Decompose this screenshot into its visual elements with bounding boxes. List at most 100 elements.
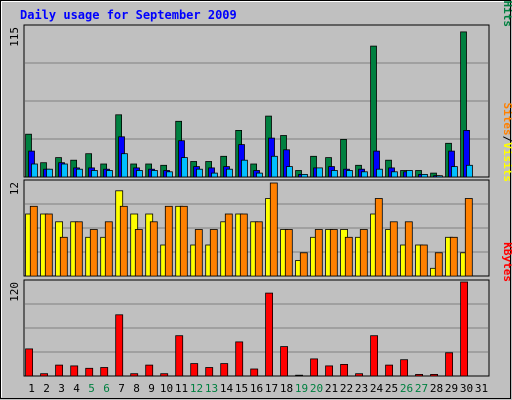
panel-middle: 12 Sites/Visits — [8, 103, 512, 277]
x-tick-label-day-9: 9 — [148, 382, 155, 395]
panel-bottom-ymax-label: 120 — [8, 282, 21, 302]
bar-pages-day-19 — [301, 173, 308, 178]
bar-kbytes-day-2 — [40, 373, 48, 377]
legend-entry: / — [501, 0, 512, 1]
bar-kbytes-day-8 — [130, 373, 139, 377]
x-tick-label-day-5: 5 — [88, 382, 95, 395]
x-tick-label-day-30: 30 — [460, 382, 473, 395]
bar-kbytes-day-9 — [145, 364, 154, 377]
bar-kbytes-day-17 — [265, 292, 274, 377]
bar-kbytes-day-5 — [85, 367, 94, 377]
x-axis-labels: 1 2 3 4 5 6 7 8 9 10 11 12 13 14 15 16 17 18 19 20 21 22 23 24 2… — [28, 382, 488, 395]
x-tick-label-day-16: 16 — [250, 382, 263, 395]
bar-pages-day-2 — [46, 168, 53, 178]
bar-pages-day-13 — [211, 172, 218, 178]
bar-kbytes-day-30 — [460, 281, 469, 377]
bar-kbytes-day-23 — [355, 373, 364, 377]
panel-middle-ymax-label: 12 — [8, 182, 21, 195]
bar-sites-day-9 — [149, 221, 158, 277]
bar-kbytes-day-24 — [370, 335, 379, 377]
bar-sites-day-13 — [209, 229, 218, 277]
x-tick-label-day-31: 31 — [475, 382, 488, 395]
x-tick-label-day-20: 20 — [310, 382, 323, 395]
bar-pages-day-23 — [361, 171, 368, 178]
bar-sites-day-20 — [314, 229, 323, 277]
bar-sites-day-23 — [359, 229, 368, 277]
x-tick-label-day-28: 28 — [430, 382, 443, 395]
bar-kbytes-day-20 — [310, 358, 319, 377]
legend-entry: / — [501, 136, 512, 143]
bar-sites-day-1 — [29, 205, 38, 277]
bar-kbytes-day-22 — [340, 363, 349, 377]
bar-kbytes-day-18 — [280, 346, 289, 377]
x-tick-label-day-15: 15 — [235, 382, 248, 395]
bar-pages-day-29 — [451, 166, 458, 178]
bar-pages-day-26 — [406, 170, 413, 178]
x-tick-label-day-1: 1 — [28, 382, 35, 395]
bar-pages-day-15 — [241, 159, 248, 178]
x-tick-label-day-26: 26 — [400, 382, 413, 395]
legend-entry: Sites — [501, 103, 512, 136]
legend-entry: KBytes — [501, 242, 512, 282]
x-tick-label-day-3: 3 — [58, 382, 65, 395]
x-tick-label-day-19: 19 — [295, 382, 308, 395]
bar-sites-day-30 — [464, 198, 473, 277]
x-tick-label-day-12: 12 — [190, 382, 203, 395]
bar-kbytes-day-28 — [430, 373, 439, 377]
bar-sites-day-4 — [74, 221, 83, 277]
bar-sites-day-6 — [104, 221, 113, 277]
bar-sites-day-10 — [164, 205, 173, 277]
bar-kbytes-day-21 — [325, 365, 334, 377]
bar-sites-day-22 — [344, 236, 353, 277]
bar-sites-day-27 — [419, 244, 428, 277]
panel-top-legend: Pages/Files/Hits — [501, 0, 512, 27]
bar-sites-day-18 — [284, 229, 293, 277]
x-tick-label-day-27: 27 — [415, 382, 428, 395]
panel-middle-legend: Sites/Visits — [501, 103, 512, 183]
bar-pages-day-7 — [121, 153, 128, 178]
bar-pages-day-3 — [61, 163, 68, 178]
bar-pages-day-4 — [76, 168, 83, 178]
bar-kbytes-day-10 — [160, 373, 169, 377]
bar-pages-day-27 — [421, 173, 428, 178]
bar-sites-day-15 — [239, 213, 248, 277]
x-tick-label-day-4: 4 — [73, 382, 80, 395]
bar-sites-day-21 — [329, 229, 338, 277]
bar-pages-day-28 — [436, 175, 443, 178]
bar-sites-day-3 — [59, 236, 68, 277]
legend-entry: Hits — [501, 1, 512, 28]
bar-sites-day-2 — [44, 213, 53, 277]
x-tick-label-day-2: 2 — [43, 382, 50, 395]
bar-pages-day-11 — [181, 157, 188, 178]
bar-kbytes-day-19 — [295, 374, 304, 377]
panel-bottom: 120 KBytes — [8, 242, 512, 377]
panel-top: 115 Pages/Files/Hits — [8, 0, 512, 178]
bar-kbytes-day-25 — [385, 364, 394, 377]
bar-sites-day-24 — [374, 198, 383, 277]
bar-sites-day-5 — [89, 229, 98, 277]
bar-kbytes-day-4 — [70, 365, 79, 377]
bar-kbytes-day-6 — [100, 367, 109, 377]
bar-pages-day-22 — [346, 170, 353, 178]
bar-pages-day-21 — [331, 170, 338, 178]
bar-kbytes-day-29 — [445, 352, 454, 377]
x-tick-label-day-11: 11 — [175, 382, 188, 395]
x-tick-label-day-17: 17 — [265, 382, 278, 395]
bar-kbytes-day-1 — [25, 348, 34, 377]
bar-kbytes-day-11 — [175, 335, 184, 377]
bar-sites-day-19 — [299, 252, 308, 277]
bar-kbytes-day-7 — [115, 314, 124, 377]
bar-sites-day-12 — [194, 229, 203, 277]
bar-kbytes-day-15 — [235, 341, 244, 377]
bar-kbytes-day-16 — [250, 368, 259, 377]
x-tick-label-day-7: 7 — [118, 382, 125, 395]
bar-pages-day-5 — [91, 170, 98, 178]
bar-sites-day-29 — [449, 236, 458, 277]
bar-pages-day-10 — [166, 171, 173, 178]
bar-kbytes-day-12 — [190, 363, 199, 377]
bar-sites-day-17 — [269, 182, 278, 277]
x-tick-label-day-23: 23 — [355, 382, 368, 395]
bar-sites-day-25 — [389, 221, 398, 277]
bar-sites-day-11 — [179, 205, 188, 277]
